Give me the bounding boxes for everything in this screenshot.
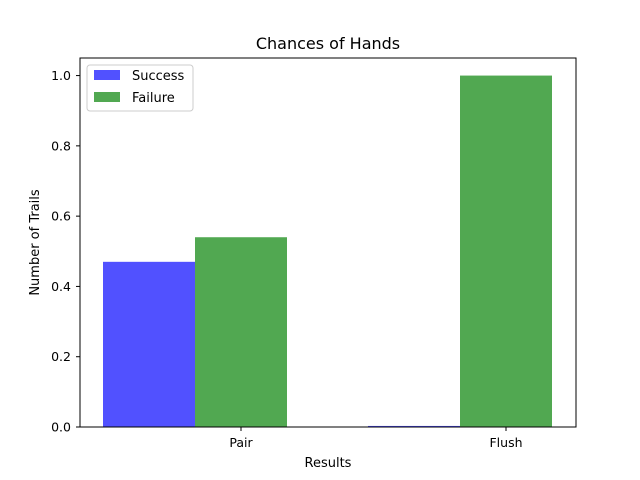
y-tick-label: 0.2 <box>51 349 71 364</box>
bar-failure-pair <box>195 237 287 427</box>
legend-swatch-failure <box>94 92 120 102</box>
legend-label-success: Success <box>132 69 185 84</box>
chart-title: Chances of Hands <box>256 34 400 53</box>
y-axis-label: Number of Trails <box>28 189 43 296</box>
legend: Success Failure <box>86 64 194 112</box>
y-tick-label: 0.8 <box>51 138 71 153</box>
plot-frame <box>79 57 577 428</box>
y-axis-ticks: 0.0 0.2 0.4 0.6 0.8 1.0 <box>51 68 80 435</box>
x-tick-label-flush: Flush <box>489 435 522 450</box>
y-tick-label: 0.4 <box>51 279 71 294</box>
x-tick-label-pair: Pair <box>229 435 253 450</box>
bars-group <box>103 75 552 428</box>
bar-success-flush <box>368 425 460 427</box>
y-tick-label: 0.6 <box>51 209 71 224</box>
y-tick-label: 1.0 <box>51 68 71 83</box>
bar-failure-flush <box>460 75 552 428</box>
bar-success-pair <box>103 261 195 427</box>
x-axis-label: Results <box>305 456 352 471</box>
y-tick-label: 0.0 <box>51 420 71 435</box>
legend-swatch-success <box>94 70 120 80</box>
x-axis-ticks: Pair Flush <box>229 427 523 450</box>
legend-label-failure: Failure <box>132 91 175 106</box>
